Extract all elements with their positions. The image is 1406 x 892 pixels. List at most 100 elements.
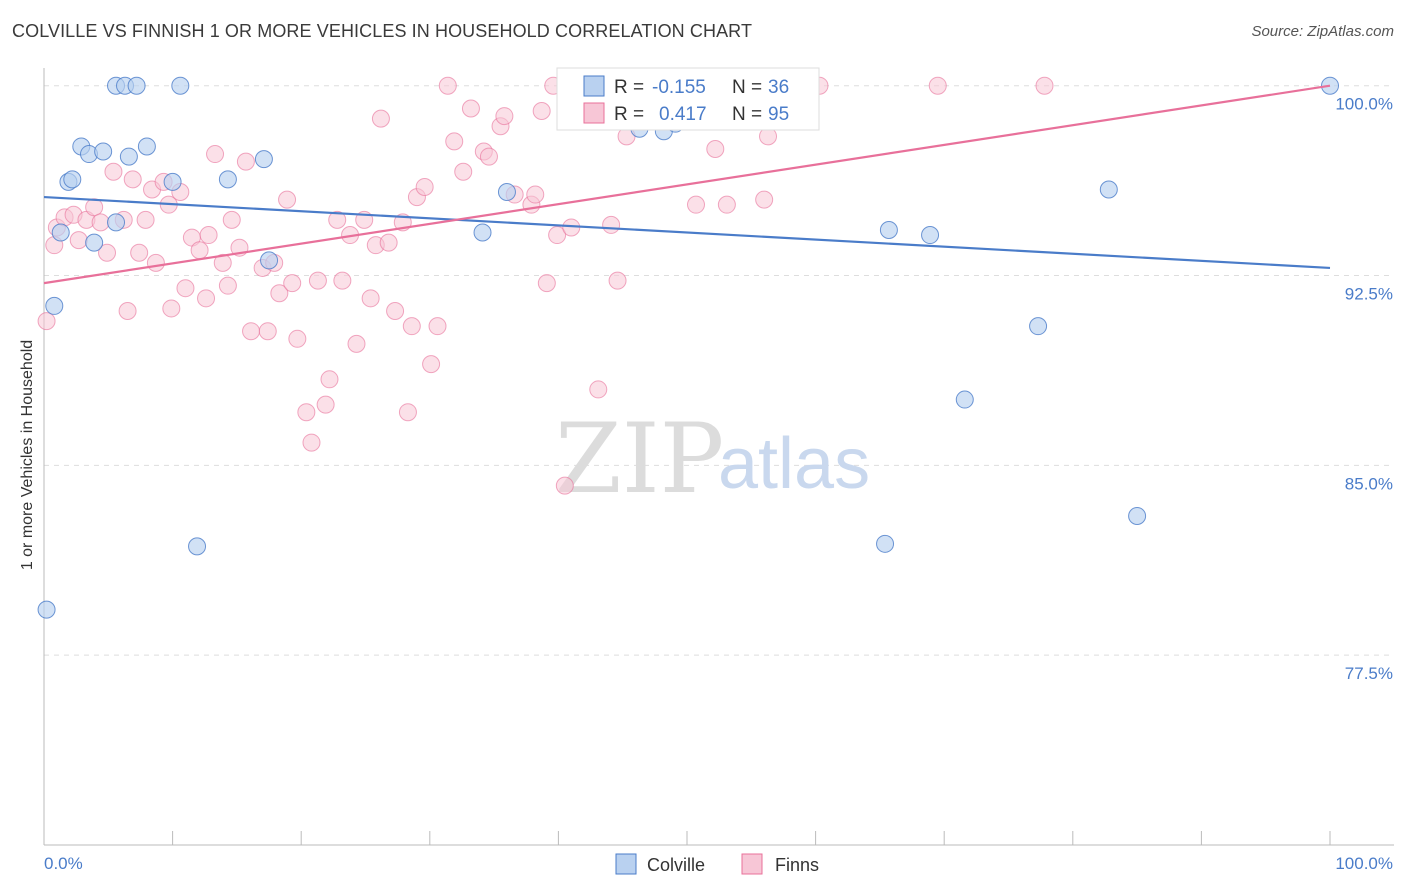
finns-point-8 (91, 213, 110, 232)
finns-point-53 (371, 109, 390, 128)
colville-r-value: -0.155 (652, 77, 706, 98)
finns-point-39 (283, 274, 302, 293)
gridlines (44, 85, 1394, 656)
colville-point-12 (127, 76, 146, 95)
colville-point-15 (163, 172, 182, 191)
finns-point-17 (146, 253, 165, 272)
chart-title: COLVILLE VS FINNISH 1 OR MORE VEHICLES I… (12, 21, 753, 41)
colville-point-21 (473, 223, 492, 242)
finns-point-78 (555, 476, 574, 495)
finns-point-64 (445, 132, 464, 151)
finns-point-41 (297, 403, 316, 422)
colville-point-18 (218, 170, 237, 189)
finns-point-37 (270, 284, 289, 303)
colville-point-16 (171, 76, 190, 95)
finns-point-22 (176, 279, 195, 298)
colville-point-30 (921, 226, 940, 245)
finns-point-47 (333, 271, 352, 290)
finns-swatch (583, 102, 605, 124)
stats-legend: R = -0.155 N = 36 R = 0.417 N = 95 (556, 67, 820, 131)
finns-point-7 (85, 198, 104, 217)
finns-n-value: 95 (768, 104, 789, 125)
finns-point-74 (532, 102, 551, 121)
finns-point-5 (69, 231, 88, 250)
finns-point-14 (130, 243, 149, 262)
watermark-atlas: atlas (718, 424, 870, 504)
colville-point-8 (94, 142, 113, 161)
legend-finns-label: Finns (775, 855, 819, 875)
finns-point-12 (118, 301, 137, 320)
finns-point-27 (206, 145, 225, 164)
colville-point-1 (45, 296, 64, 315)
finns-point-63 (438, 76, 457, 95)
colville-point-9 (107, 213, 126, 232)
finns-point-57 (398, 403, 417, 422)
finns-point-86 (687, 195, 706, 214)
finns-point-73 (526, 185, 545, 204)
colville-point-2 (51, 223, 70, 242)
x-tick-label-max: 100.0% (1335, 854, 1393, 873)
finns-point-60 (415, 177, 434, 196)
colville-r-label: R = (614, 77, 644, 98)
finns-point-35 (258, 322, 277, 341)
finns-point-13 (123, 170, 142, 189)
colville-point-20 (260, 251, 279, 270)
finns-point-88 (717, 195, 736, 214)
finns-point-15 (136, 210, 155, 229)
series-legend: Colville Finns (615, 853, 819, 875)
colville-point-17 (188, 537, 207, 556)
finns-point-43 (308, 271, 327, 290)
finns-point-55 (386, 301, 405, 320)
colville-point-33 (1099, 180, 1118, 199)
finns-point-75 (537, 274, 556, 293)
finns-point-87 (706, 139, 725, 158)
finns-point-54 (379, 233, 398, 252)
colville-point-14 (137, 137, 156, 156)
finns-point-66 (461, 99, 480, 118)
finns-point-93 (928, 76, 947, 95)
finns-point-30 (222, 210, 241, 229)
colville-point-29 (879, 220, 898, 239)
finns-point-32 (236, 152, 255, 171)
finns-point-25 (197, 289, 216, 308)
trend-lines (43, 84, 1331, 285)
finns-point-46 (328, 210, 347, 229)
y-tick-label-3: 77.5% (1345, 664, 1393, 683)
colville-point-19 (254, 150, 273, 169)
source-label: Source: ZipAtlas.com (1251, 23, 1394, 40)
finns-point-24 (190, 241, 209, 260)
finns-point-42 (302, 433, 321, 452)
colville-point-31 (955, 390, 974, 409)
finns-point-20 (162, 299, 181, 318)
finns-point-44 (316, 395, 335, 414)
finns-point-65 (454, 162, 473, 181)
y-tick-label-2: 85.0% (1345, 474, 1393, 493)
finns-point-68 (479, 147, 498, 166)
finns-n-label: N = (732, 104, 762, 125)
finns-point-51 (361, 289, 380, 308)
colville-n-value: 36 (768, 77, 789, 98)
finns-point-82 (602, 215, 621, 234)
finns-point-26 (199, 226, 218, 245)
colville-point-0 (37, 600, 56, 619)
finns-r-value: 0.417 (659, 104, 707, 125)
colville-point-22 (497, 183, 516, 202)
finns-point-70 (495, 107, 514, 126)
finns-point-58 (402, 317, 421, 336)
colville-point-13 (119, 147, 138, 166)
finns-point-61 (422, 355, 441, 374)
finns-point-0 (37, 312, 56, 331)
x-ticks (172, 831, 1331, 845)
finns-point-89 (755, 190, 774, 209)
y-tick-labels: 100.0% 92.5% 85.0% 77.5% (1335, 95, 1393, 683)
finns-point-49 (347, 334, 366, 353)
finns-point-10 (104, 162, 123, 181)
colville-point-34 (1128, 506, 1147, 525)
finns-point-77 (548, 226, 567, 245)
finns-points (37, 76, 1054, 495)
finns-point-40 (288, 329, 307, 348)
finns-point-9 (98, 243, 117, 262)
finns-point-38 (278, 190, 297, 209)
colville-swatch (583, 75, 605, 97)
